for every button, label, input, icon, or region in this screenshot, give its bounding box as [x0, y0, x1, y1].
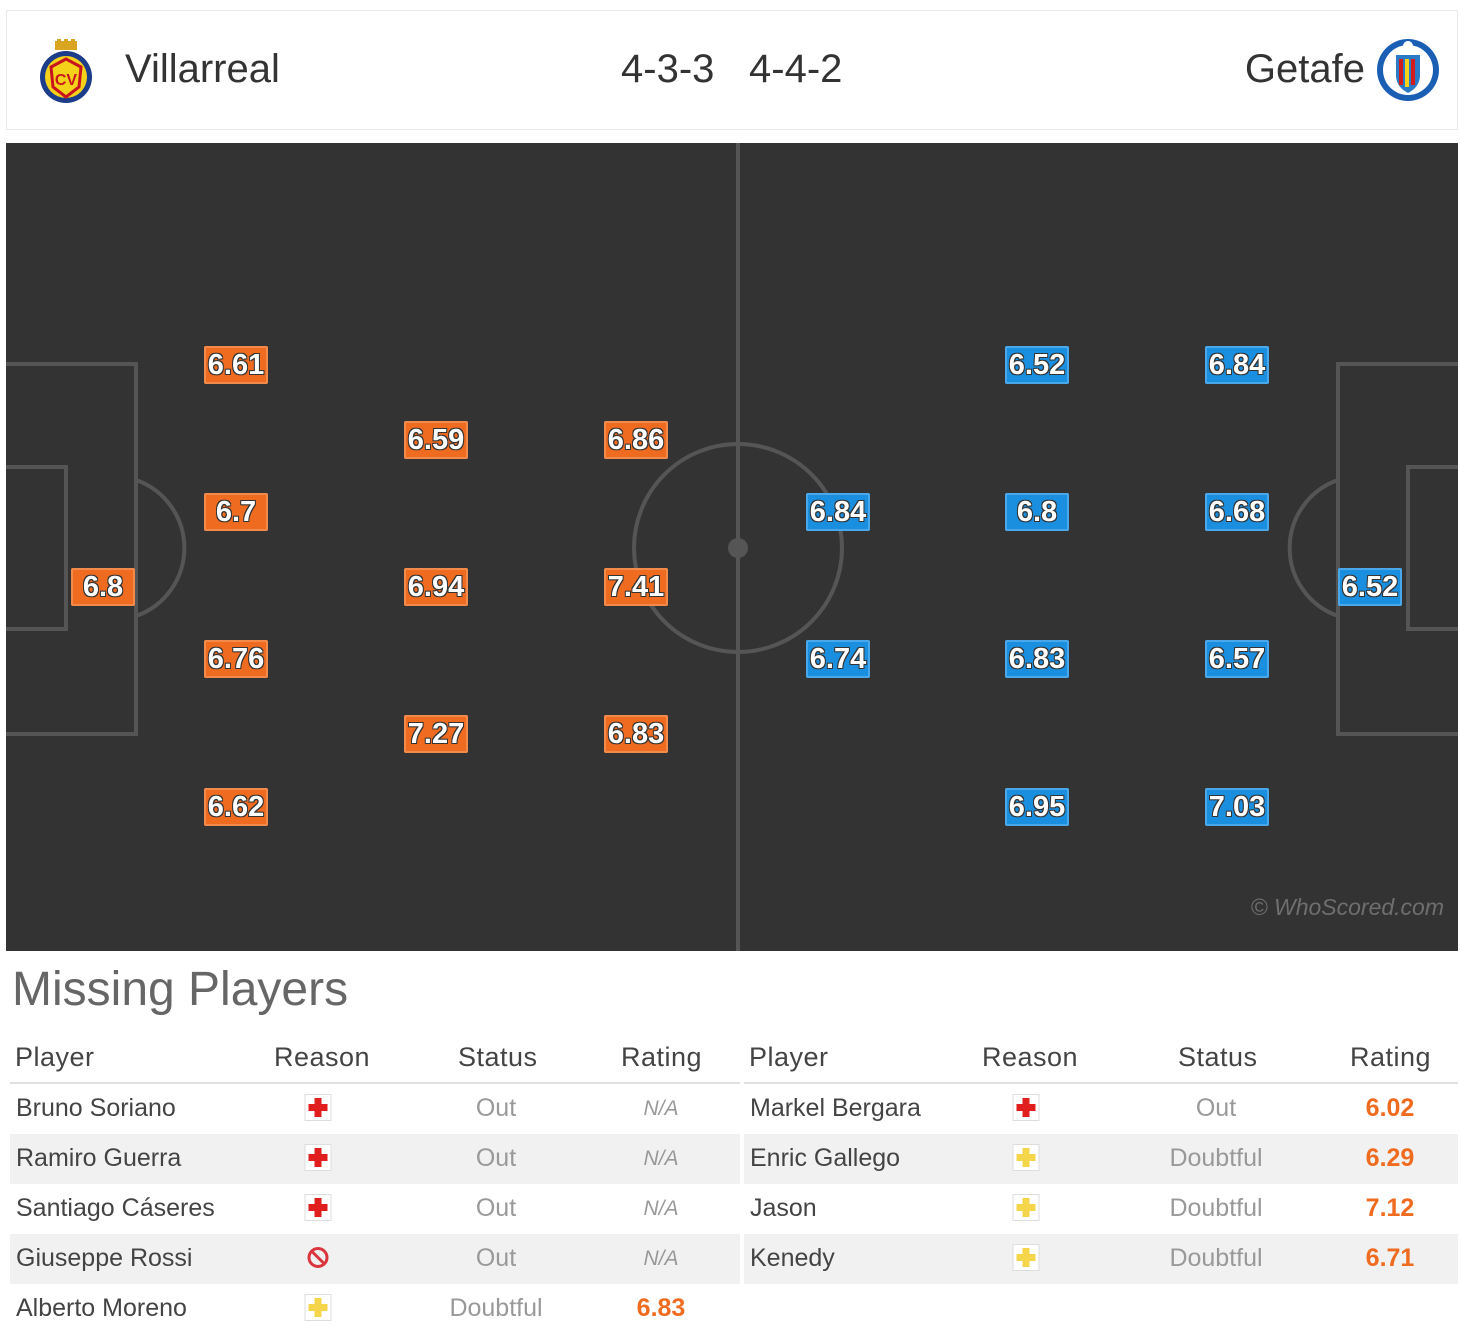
player-rating: 6.7 — [204, 493, 268, 531]
missing-rating: N/A — [643, 1197, 679, 1220]
header-player: Player — [749, 1042, 829, 1072]
injury-icon — [304, 1094, 332, 1121]
missing-rating: 6.71 — [1365, 1244, 1415, 1272]
home-missing-table: Player Reason Status Rating Bruno Sorian… — [10, 1034, 740, 1334]
player-rating: 6.62 — [204, 788, 268, 826]
getafe-crest-icon[interactable] — [1375, 37, 1441, 103]
away-formation: 4-4-2 — [749, 47, 843, 91]
villarreal-crest-icon[interactable]: CV — [37, 39, 95, 105]
player-rating: 6.83 — [604, 715, 668, 753]
missing-status: Doubtful — [1169, 1244, 1263, 1272]
missing-player-name[interactable]: Santiago Cáseres — [16, 1194, 215, 1222]
missing-rating: N/A — [643, 1147, 679, 1170]
player-rating: 6.94 — [404, 568, 468, 606]
player-rating: 6.76 — [204, 640, 268, 678]
svg-text:CV: CV — [55, 72, 78, 89]
injury-icon — [304, 1194, 332, 1221]
table-row[interactable]: Kenedy Doubtful 6.71 — [744, 1234, 1458, 1284]
missing-player-name[interactable]: Bruno Soriano — [16, 1094, 176, 1122]
missing-player-name[interactable]: Enric Gallego — [750, 1144, 901, 1172]
header-status: Status — [458, 1042, 538, 1072]
missing-rating: 7.12 — [1365, 1194, 1415, 1222]
player-rating: 6.83 — [1005, 640, 1069, 678]
doubtful-icon — [1012, 1194, 1040, 1221]
doubtful-icon — [1012, 1144, 1040, 1171]
missing-player-name[interactable]: Ramiro Guerra — [16, 1144, 182, 1172]
table-row[interactable]: Markel Bergara Out 6.02 — [744, 1084, 1458, 1134]
missing-status: Out — [475, 1144, 517, 1172]
missing-rating: 6.83 — [636, 1294, 686, 1322]
missing-status: Out — [475, 1094, 517, 1122]
player-rating: 7.41 — [604, 568, 668, 606]
player-rating: 6.68 — [1205, 493, 1269, 531]
player-rating: 6.95 — [1005, 788, 1069, 826]
table-row[interactable]: Bruno Soriano Out N/A — [10, 1084, 740, 1134]
missing-players-title: Missing Players — [12, 963, 349, 1016]
player-rating: 6.8 — [71, 568, 135, 606]
match-header: CV Villarreal 4-3-3 4-4-2 Getafe — [6, 10, 1458, 130]
player-rating: 6.86 — [604, 421, 668, 459]
doubtful-icon — [304, 1294, 332, 1321]
table-row[interactable]: Enric Gallego Doubtful 6.29 — [744, 1134, 1458, 1184]
home-formation: 4-3-3 — [621, 47, 715, 91]
header-reason: Reason — [982, 1042, 1079, 1072]
injury-icon — [304, 1144, 332, 1171]
header-rating: Rating — [621, 1042, 703, 1072]
suspended-icon — [305, 1244, 332, 1271]
table-row[interactable]: Santiago Cáseres Out N/A — [10, 1184, 740, 1234]
table-row[interactable]: Jason Doubtful 7.12 — [744, 1184, 1458, 1234]
header-reason: Reason — [274, 1042, 371, 1072]
player-rating: 6.52 — [1338, 568, 1402, 606]
missing-status: Doubtful — [1169, 1144, 1263, 1172]
player-rating: 7.27 — [404, 715, 468, 753]
missing-status: Out — [1195, 1094, 1237, 1122]
player-rating: 6.57 — [1205, 640, 1269, 678]
watermark: © WhoScored.com — [1250, 894, 1444, 920]
missing-rating: 6.29 — [1365, 1144, 1415, 1172]
table-header: Player Reason Status Rating — [744, 1034, 1458, 1084]
player-rating: 6.84 — [1205, 346, 1269, 384]
pitch-lines — [6, 143, 1458, 951]
player-rating: 6.74 — [806, 640, 870, 678]
header-player: Player — [15, 1042, 95, 1072]
header-status: Status — [1178, 1042, 1258, 1072]
player-rating: 7.03 — [1205, 788, 1269, 826]
table-header: Player Reason Status Rating — [10, 1034, 740, 1084]
player-rating: 6.59 — [404, 421, 468, 459]
missing-player-name[interactable]: Alberto Moreno — [16, 1294, 187, 1322]
missing-player-name[interactable]: Giuseppe Rossi — [16, 1244, 193, 1272]
missing-rating: N/A — [643, 1247, 679, 1270]
injury-icon — [1012, 1094, 1040, 1121]
missing-rating: 6.02 — [1365, 1094, 1415, 1122]
away-missing-table: Player Reason Status Rating Markel Berga… — [744, 1034, 1458, 1284]
player-rating: 6.8 — [1005, 493, 1069, 531]
missing-status: Out — [475, 1194, 517, 1222]
missing-status: Doubtful — [1169, 1194, 1263, 1222]
doubtful-icon — [1012, 1244, 1040, 1271]
table-row[interactable]: Ramiro Guerra Out N/A — [10, 1134, 740, 1184]
missing-rating: N/A — [643, 1097, 679, 1120]
missing-player-name[interactable]: Kenedy — [750, 1244, 835, 1272]
player-rating: 6.52 — [1005, 346, 1069, 384]
missing-player-name[interactable]: Markel Bergara — [750, 1094, 921, 1122]
missing-status: Out — [475, 1244, 517, 1272]
pitch: Asenjo6.8Quintillá6.61Torres6.7Albiol6.7… — [6, 143, 1458, 951]
player-rating: 6.84 — [806, 493, 870, 531]
home-team-name[interactable]: Villarreal — [125, 47, 280, 91]
table-row[interactable]: Alberto Moreno Doubtful 6.83 — [10, 1284, 740, 1334]
header-rating: Rating — [1350, 1042, 1432, 1072]
player-rating: 6.61 — [204, 346, 268, 384]
missing-player-name[interactable]: Jason — [750, 1194, 817, 1222]
away-team-name[interactable]: Getafe — [1244, 47, 1365, 91]
table-row[interactable]: Giuseppe Rossi Out N/A — [10, 1234, 740, 1284]
missing-status: Doubtful — [449, 1294, 543, 1322]
